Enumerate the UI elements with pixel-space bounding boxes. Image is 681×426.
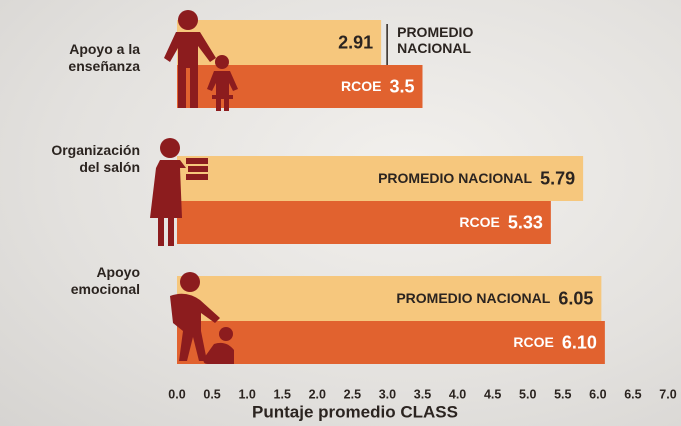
series-name: RCOE xyxy=(459,214,499,230)
icons xyxy=(150,10,238,364)
x-tick-label: 5.5 xyxy=(554,387,571,401)
x-tick-label: 0.5 xyxy=(203,387,220,401)
category-label: Apoyo a la enseñanza xyxy=(68,41,140,74)
icon-adult xyxy=(164,32,216,108)
value-label: 5.79 xyxy=(540,168,575,188)
icon-caregiver-head xyxy=(180,272,200,292)
x-tick-label: 0.0 xyxy=(168,387,185,401)
icon-kid-head xyxy=(219,327,233,341)
icon-caregiver xyxy=(170,293,220,361)
value-label: 3.5 xyxy=(389,76,414,96)
icon-kid xyxy=(203,342,234,364)
bar xyxy=(177,321,605,364)
series-name: PROMEDIO NACIONAL xyxy=(378,170,532,186)
bar xyxy=(177,276,602,321)
x-axis: 0.0 0.5 1.0 1.5 2.0 2.5 3.0 3.5 4.0 4.5 5.0 5.5 6.0 6… xyxy=(168,387,676,401)
value-label: 6.05 xyxy=(558,288,593,308)
series-name: PROMEDIO NACIONAL xyxy=(396,290,550,306)
x-tick-label: 7.0 xyxy=(659,387,676,401)
x-tick-label: 6.5 xyxy=(624,387,641,401)
icon-teacher xyxy=(150,160,186,246)
x-tick-label: 5.0 xyxy=(519,387,536,401)
x-tick-label: 6.0 xyxy=(589,387,606,401)
icon-books xyxy=(186,158,208,164)
bar xyxy=(177,201,551,244)
icon-child-head xyxy=(215,55,229,69)
icon-books xyxy=(186,174,208,180)
icon-teacher-head xyxy=(160,138,180,158)
bar xyxy=(177,156,584,201)
series-name: RCOE xyxy=(341,78,381,94)
icon-books xyxy=(188,166,208,172)
x-tick-label: 2.0 xyxy=(309,387,326,401)
x-tick-label: 1.5 xyxy=(274,387,291,401)
value-label: 2.91 xyxy=(338,32,373,52)
series-name: PROMEDIO NACIONAL xyxy=(397,24,474,56)
x-tick-label: 1.0 xyxy=(238,387,255,401)
icon-child xyxy=(207,71,238,111)
x-tick-label: 3.5 xyxy=(414,387,431,401)
x-axis-label: Puntaje promedio CLASS xyxy=(252,402,458,421)
value-label: 6.10 xyxy=(562,332,597,352)
x-tick-label: 2.5 xyxy=(344,387,361,401)
x-tick-label: 4.0 xyxy=(449,387,466,401)
series-name: RCOE xyxy=(513,334,553,350)
icon-adult-head xyxy=(178,10,198,30)
category-label: Organización del salón xyxy=(51,142,140,175)
x-tick-label: 3.0 xyxy=(379,387,396,401)
category-label: Apoyo emocional xyxy=(70,264,140,297)
value-label: 5.33 xyxy=(508,212,543,232)
bars: 2.91 3.5 RCOE 5.79 PROMEDIO NACIONAL 5.33 RCOE… xyxy=(177,20,605,364)
x-tick-label: 4.5 xyxy=(484,387,501,401)
